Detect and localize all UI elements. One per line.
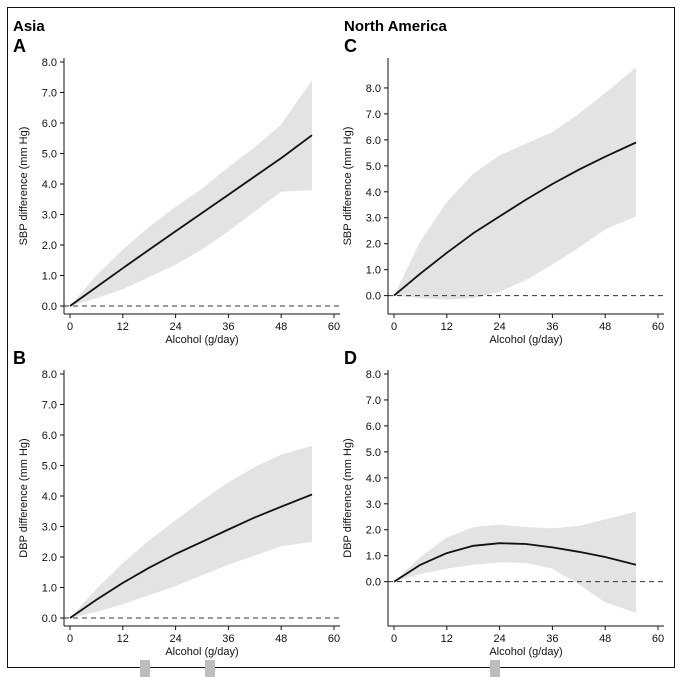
estimate-line (69, 493, 313, 619)
confidence-band (70, 80, 312, 306)
y-tick-label: 2.0 (42, 240, 57, 252)
y-tick-label: 3.0 (42, 522, 57, 534)
x-tick-label: 48 (275, 633, 287, 645)
panel-label: A (13, 36, 26, 56)
y-tick-label: 0.0 (366, 291, 381, 303)
y-axis-label: DBP difference (mm Hg) (18, 438, 30, 557)
y-tick-label: 4.0 (366, 473, 381, 485)
confidence-band (394, 511, 636, 613)
x-tick-label: 12 (117, 633, 129, 645)
x-tick-label: 48 (599, 321, 611, 333)
x-tick-label: 24 (493, 321, 505, 333)
panel-label: C (344, 36, 357, 56)
estimate-line (393, 141, 637, 297)
confidence-band (394, 67, 636, 300)
panel-label: B (13, 348, 26, 368)
panel-b: B 0.0 1.0 2.0 3.0 4.0 5.0 6.0 7.0 8.0 0 12 24 36 48 60 A… (13, 348, 340, 658)
x-tick-label: 0 (391, 633, 397, 645)
x-axis-label: Alcohol (g/day) (489, 334, 562, 346)
y-axis-label: SBP difference (mm Hg) (342, 127, 354, 246)
x-tick-label: 0 (391, 321, 397, 333)
x-tick-label: 60 (652, 321, 664, 333)
y-tick-label: 3.0 (366, 499, 381, 511)
panel-d: D 0.0 1.0 2.0 3.0 4.0 5.0 6.0 7.0 8.0 0 12 24 36 48 60 A… (342, 348, 664, 658)
x-tick-label: 0 (67, 633, 73, 645)
y-tick-label: 2.0 (366, 525, 381, 537)
panel-label: D (344, 348, 357, 368)
scan-artifact (205, 660, 215, 677)
x-tick-label: 12 (117, 321, 129, 333)
y-axis-label: SBP difference (mm Hg) (18, 127, 30, 246)
y-tick-label: 5.0 (42, 149, 57, 161)
y-tick-label: 5.0 (366, 447, 381, 459)
y-tick-label: 1.0 (42, 583, 57, 595)
y-tick-label: 7.0 (366, 109, 381, 121)
x-axis-label: Alcohol (g/day) (165, 646, 238, 658)
x-tick-label: 48 (599, 633, 611, 645)
y-tick-label: 6.0 (42, 118, 57, 130)
estimate-line (393, 542, 637, 583)
y-tick-label: 4.0 (42, 491, 57, 503)
x-tick-label: 24 (169, 321, 181, 333)
y-tick-label: 8.0 (42, 57, 57, 69)
x-tick-label: 36 (222, 633, 234, 645)
x-tick-label: 36 (546, 321, 558, 333)
x-axis-label: Alcohol (g/day) (489, 646, 562, 658)
region-title-asia: Asia (13, 18, 45, 35)
x-tick-label: 60 (652, 633, 664, 645)
y-tick-label: 3.0 (42, 210, 57, 222)
y-tick-label: 2.0 (42, 552, 57, 564)
x-tick-label: 24 (493, 633, 505, 645)
x-tick-label: 12 (441, 633, 453, 645)
y-tick-label: 8.0 (42, 369, 57, 381)
x-tick-label: 48 (275, 321, 287, 333)
y-tick-label: 5.0 (366, 161, 381, 173)
confidence-band (70, 445, 312, 618)
x-tick-label: 60 (328, 633, 340, 645)
y-tick-label: 7.0 (42, 88, 57, 100)
y-tick-label: 7.0 (366, 395, 381, 407)
y-tick-label: 4.0 (366, 187, 381, 199)
x-axis-label: Alcohol (g/day) (165, 334, 238, 346)
y-tick-label: 1.0 (366, 265, 381, 277)
x-tick-label: 24 (169, 633, 181, 645)
y-tick-label: 8.0 (366, 369, 381, 381)
y-tick-label: 1.0 (366, 551, 381, 563)
scan-artifact (490, 660, 500, 677)
y-tick-label: 6.0 (366, 421, 381, 433)
panel-a: A 0.0 1.0 2.0 3.0 4.0 5.0 6.0 7.0 8.0 0 12 24 36 48 60 A… (13, 36, 340, 346)
x-tick-label: 36 (546, 633, 558, 645)
y-tick-label: 0.0 (366, 577, 381, 589)
x-tick-label: 12 (441, 321, 453, 333)
estimate-line (69, 134, 313, 307)
scan-artifact (140, 660, 150, 677)
y-tick-label: 8.0 (366, 83, 381, 95)
y-tick-label: 2.0 (366, 239, 381, 251)
y-tick-label: 6.0 (42, 430, 57, 442)
y-tick-label: 0.0 (42, 613, 57, 625)
y-tick-label: 5.0 (42, 461, 57, 473)
y-tick-label: 1.0 (42, 271, 57, 283)
y-axis-label: DBP difference (mm Hg) (342, 438, 354, 557)
region-title-north-america: North America (344, 18, 447, 35)
y-tick-label: 4.0 (42, 179, 57, 191)
x-tick-label: 36 (222, 321, 234, 333)
y-tick-label: 0.0 (42, 301, 57, 313)
panel-c: C 0.0 1.0 2.0 3.0 4.0 5.0 6.0 7.0 8.0 0 12 24 36 48 60 A… (342, 36, 664, 346)
y-tick-label: 3.0 (366, 213, 381, 225)
x-tick-label: 0 (67, 321, 73, 333)
y-tick-label: 7.0 (42, 400, 57, 412)
figure-frame (7, 7, 675, 668)
y-tick-label: 6.0 (366, 135, 381, 147)
x-tick-label: 60 (328, 321, 340, 333)
